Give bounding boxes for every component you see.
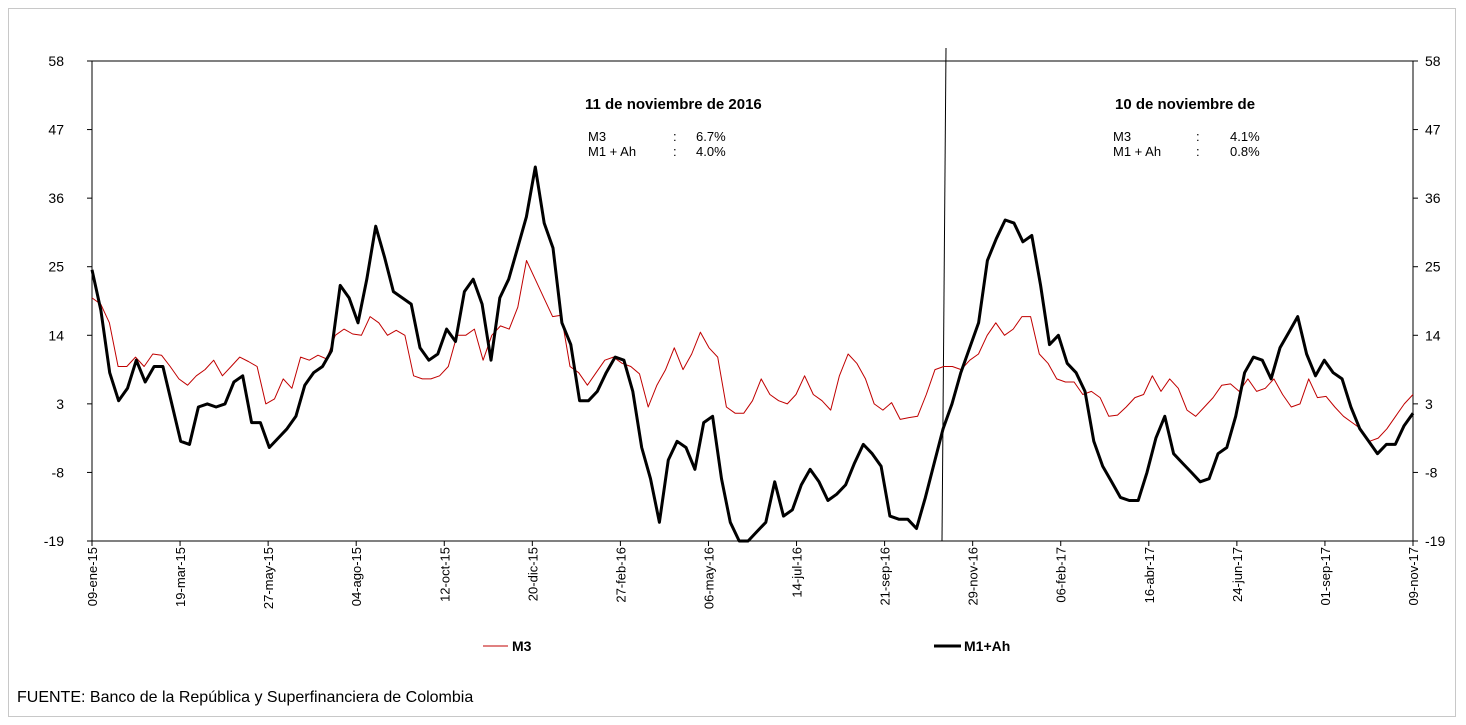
y-tick-label-right: -19 <box>1425 533 1445 549</box>
x-tick-label: 09-ene-15 <box>85 547 100 606</box>
y-tick-label-left: 36 <box>48 190 64 206</box>
x-tick-label: 20-dic-15 <box>525 547 540 601</box>
plot-area-border <box>91 60 1414 542</box>
series-lines <box>90 165 1415 543</box>
annotation-sep: : <box>1196 144 1200 159</box>
annotation-label: M3 <box>588 129 606 144</box>
legend-label: M1+Ah <box>964 638 1010 654</box>
y-tick-label-left: -19 <box>44 533 64 549</box>
x-tick-label: 01-sep-17 <box>1318 547 1333 606</box>
x-tick-label: 09-nov-17 <box>1406 547 1421 606</box>
y-tick-label-right: 14 <box>1425 327 1441 343</box>
x-tick-label: 14-jul-16 <box>790 547 805 598</box>
y-tick-label-left: 47 <box>48 122 64 138</box>
x-tick-label: 12-oct-15 <box>437 547 452 602</box>
source-note: FUENTE: Banco de la República y Superfin… <box>17 689 474 706</box>
y-tick-label-right: 36 <box>1425 190 1441 206</box>
divider-line <box>941 47 947 542</box>
x-tick-label: 06-feb-17 <box>1054 547 1069 603</box>
annotation-value: 4.0% <box>696 144 726 159</box>
x-tick-label: 21-sep-16 <box>878 547 893 606</box>
annotation-sep: : <box>673 129 677 144</box>
annotation-sep: : <box>673 144 677 159</box>
annotation-value: 6.7% <box>696 129 726 144</box>
y-tick-label-left: 14 <box>48 327 64 343</box>
series-line-m3 <box>91 260 1414 442</box>
y-tick-label-right: -8 <box>1425 464 1438 480</box>
y-tick-label-right: 25 <box>1425 259 1441 275</box>
annotation-label: M1 + Ah <box>1113 144 1161 159</box>
y-tick-label-right: 58 <box>1425 53 1441 69</box>
y-tick-label-right: 3 <box>1425 396 1433 412</box>
legend-label: M3 <box>512 638 532 654</box>
y-tick-label-right: 47 <box>1425 122 1441 138</box>
annotation-value: 0.8% <box>1230 144 1260 159</box>
chart-frame <box>8 8 1456 717</box>
legend: M3 M1+Ah <box>483 638 1010 654</box>
annotation-sep: : <box>1196 129 1200 144</box>
annotation-value: 4.1% <box>1230 129 1260 144</box>
annotations: 11 de noviembre de 2016 M3: 6.7% M1 + Ah: 4.… <box>585 96 1260 159</box>
axes: 58 58 47 47 36 36 25 25 14 14 3 3 -8 -8 -19 -19 09-ene-1… <box>44 47 1445 609</box>
series-line-m1-ah <box>90 165 1415 543</box>
annotation-title: 10 de noviembre de <box>1115 96 1255 113</box>
y-tick-label-left: 25 <box>48 259 64 275</box>
annotation-label: M3 <box>1113 129 1131 144</box>
y-tick-label-left: 58 <box>48 53 64 69</box>
x-tick-label: 24-jun-17 <box>1230 547 1245 602</box>
annotation-title: 11 de noviembre de 2016 <box>585 96 762 113</box>
x-tick-label: 04-ago-15 <box>349 547 364 606</box>
y-tick-label-left: -8 <box>52 464 65 480</box>
x-tick-label: 19-mar-15 <box>173 547 188 607</box>
y-tick-label-left: 3 <box>56 396 64 412</box>
x-tick-label: 29-nov-16 <box>966 547 981 606</box>
x-tick-label: 16-abr-17 <box>1142 547 1157 603</box>
x-tick-label: 27-may-15 <box>261 547 276 609</box>
x-tick-label: 06-may-16 <box>701 547 716 609</box>
annotation-label: M1 + Ah <box>588 144 636 159</box>
x-tick-label: 27-feb-16 <box>613 547 628 603</box>
